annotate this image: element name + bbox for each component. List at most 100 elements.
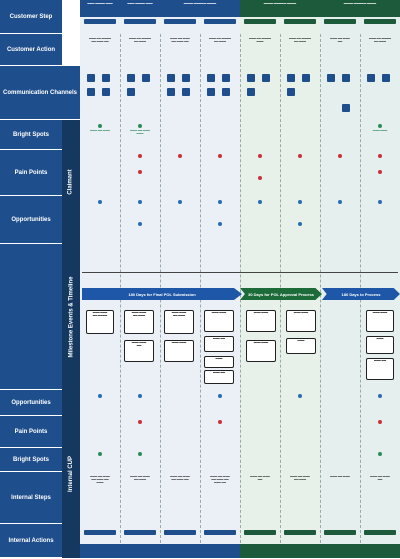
bright-spot-marker — [98, 124, 102, 128]
step-pill — [124, 19, 156, 24]
customer-action-text: ▬▬▬ ▬▬ ▬▬▬▬ ▬▬ ▬▬▬ ▬▬ — [89, 38, 111, 43]
lane-int-bright-spots: Bright Spots — [0, 448, 62, 472]
customer-action-text: ▬▬▬ ▬▬ ▬▬▬▬ ▬▬ ▬▬▬ — [369, 38, 391, 43]
step-header-3: ▬▬▬▬ ▬▬▬▬▬ ▬▬▬▬ — [160, 0, 240, 17]
milestone-card: ▬▬▬ — [286, 338, 316, 354]
side-label-milestones: Milestone Events & Timeline — [62, 244, 80, 391]
phone-icon — [342, 74, 350, 82]
people-icon — [102, 74, 110, 82]
lane-bright-spots: Bright Spots — [0, 120, 62, 150]
opportunity-marker — [298, 200, 302, 204]
pain-point-marker — [378, 154, 382, 158]
phone-icon — [247, 88, 255, 96]
bright-spot-marker — [378, 124, 382, 128]
column-divider — [320, 34, 321, 558]
milestone-card: ▬▬▬ ▬▬ — [204, 336, 234, 352]
internal-step-text: ▬▬▬ ▬▬ ▬▬▬ ▬▬ ▬▬▬ — [130, 476, 150, 481]
mail-icon — [167, 88, 175, 96]
pain-point-marker — [138, 170, 142, 174]
bright-spot-text: ▬▬▬ ▬▬ ▬▬▬ ▬▬▬ — [130, 130, 150, 135]
phase-arrow-2: 30 Days for POL Approval Process — [240, 288, 322, 300]
web-icon — [127, 88, 135, 96]
bright-spot-text: ▬▬▬ ▬▬▬ — [372, 130, 388, 132]
pain-point-marker — [338, 154, 342, 158]
footer-bar-green — [240, 544, 400, 558]
internal-action-pill — [244, 530, 276, 535]
internal-step-text: ▬▬▬ ▬▬ ▬▬▬ — [330, 476, 350, 478]
pain-point-marker — [258, 176, 262, 180]
internal-step-text: ▬▬▬ ▬▬ ▬▬▬ ▬▬ — [370, 476, 390, 481]
lane-internal-steps: Internal Steps — [0, 472, 62, 524]
people-icon — [127, 74, 135, 82]
opportunity-marker — [178, 200, 182, 204]
phase-arrow-3: 180 Days to Process — [322, 288, 400, 300]
milestone-card: ▬▬▬ ▬▬▬ ▬▬ ▬▬▬ — [124, 310, 154, 334]
step-pill — [284, 19, 316, 24]
people-icon — [222, 74, 230, 82]
milestone-card: ▬▬▬ ▬▬▬ — [286, 310, 316, 332]
pain-point-marker — [218, 154, 222, 158]
step-pill — [164, 19, 196, 24]
internal-bright-marker — [378, 452, 382, 456]
mail-icon — [207, 88, 215, 96]
people-icon — [302, 74, 310, 82]
internal-pain-marker — [378, 420, 382, 424]
step-header-1: ▬▬▬ ▬▬▬▬ ▬▬▬ — [80, 0, 120, 17]
step-pill — [324, 19, 356, 24]
customer-action-text: ▬▬▬ ▬▬ ▬▬▬▬ ▬▬ ▬▬▬ — [129, 38, 151, 43]
mail-icon — [287, 74, 295, 82]
internal-step-text: ▬▬▬ ▬▬ ▬▬▬ ▬▬ ▬▬▬ ▬▬ ▬▬▬ — [90, 476, 110, 484]
step-pill — [204, 19, 236, 24]
timeline-axis — [82, 272, 398, 273]
web-icon — [102, 88, 110, 96]
step-header-2: ▬▬▬ ▬▬▬▬ ▬▬▬ — [120, 0, 160, 17]
lane-customer-step: Customer Step — [0, 0, 62, 34]
internal-step-text: ▬▬▬ ▬▬ ▬▬▬ ▬▬ — [250, 476, 270, 481]
mail-icon — [327, 74, 335, 82]
opportunity-marker — [98, 200, 102, 204]
people-icon — [367, 74, 375, 82]
mail-icon — [342, 104, 350, 112]
web-icon — [87, 88, 95, 96]
phone-icon — [222, 88, 230, 96]
bright-spot-text: ▬▬▬ ▬▬ ▬▬▬ — [90, 130, 110, 132]
milestone-card: ▬▬▬ ▬▬▬ — [164, 340, 194, 362]
milestone-card: ▬▬▬ ▬▬▬ — [366, 310, 394, 332]
customer-action-text: ▬▬▬ ▬▬ ▬▬▬▬ ▬▬▬ — [249, 38, 271, 43]
opportunity-marker — [298, 222, 302, 226]
customer-action-text: ▬▬▬ ▬▬ ▬▬▬▬ ▬▬ ▬▬▬ — [209, 38, 231, 43]
people-icon — [182, 74, 190, 82]
lane-pain-points: Pain Points — [0, 150, 62, 196]
milestone-card: ▬▬▬ ▬▬▬ ▬▬ — [124, 340, 154, 362]
footer-bar-blue — [80, 544, 240, 558]
internal-opportunity-marker — [138, 394, 142, 398]
column-divider — [240, 34, 241, 558]
pain-point-marker — [178, 154, 182, 158]
customer-action-text: ▬▬▬ ▬▬ ▬▬▬ ▬▬ — [330, 38, 350, 43]
milestone-card: ▬▬▬ ▬▬ — [204, 370, 234, 384]
pain-point-marker — [378, 170, 382, 174]
milestone-card: ▬▬▬ ▬▬ — [366, 358, 394, 380]
internal-action-pill — [324, 530, 356, 535]
bright-spot-marker — [138, 124, 142, 128]
phone-icon — [287, 88, 295, 96]
opportunity-marker — [138, 200, 142, 204]
internal-opportunity-marker — [298, 394, 302, 398]
internal-step-text: ▬▬▬ ▬▬ ▬▬▬ ▬▬ ▬▬▬ ▬▬ — [170, 476, 190, 481]
opportunity-marker — [338, 200, 342, 204]
internal-opportunity-marker — [98, 394, 102, 398]
side-label-claimant: Claimant — [62, 120, 80, 245]
step-pill — [244, 19, 276, 24]
milestone-card: ▬▬▬ ▬▬▬ — [204, 310, 234, 332]
opportunity-marker — [218, 222, 222, 226]
milestone-card: ▬▬▬ — [204, 356, 234, 368]
internal-opportunity-marker — [218, 394, 222, 398]
lane-internal-actions: Internal Actions — [0, 524, 62, 558]
internal-step-text: ▬▬▬ ▬▬ ▬▬▬ ▬▬ ▬▬▬ ▬▬ ▬▬▬ ▬▬ — [210, 476, 230, 484]
people-icon — [207, 74, 215, 82]
opportunity-marker — [218, 200, 222, 204]
step-header-4: ▬▬▬▬ ▬▬▬▬▬ ▬▬▬▬ — [240, 0, 320, 17]
internal-action-pill — [364, 530, 396, 535]
opportunity-marker — [138, 222, 142, 226]
